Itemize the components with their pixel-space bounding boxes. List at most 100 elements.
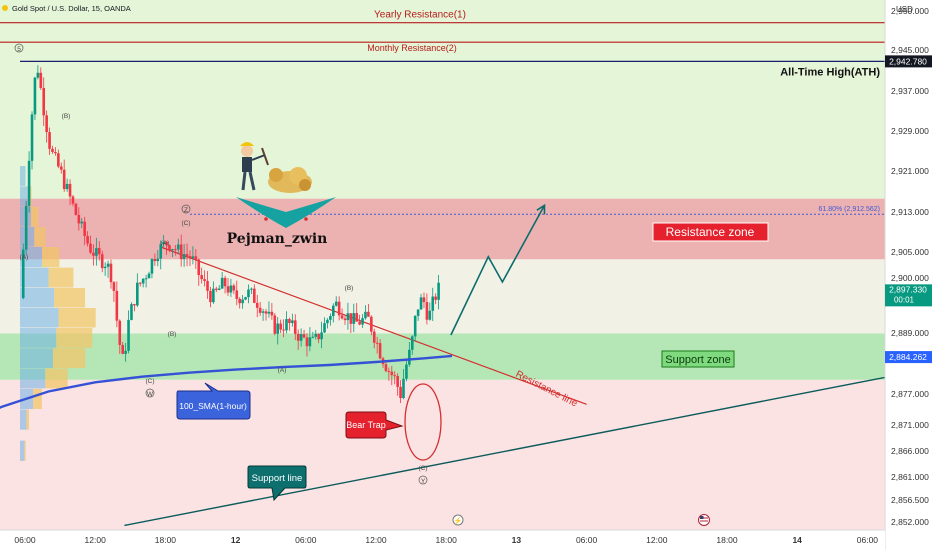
bear-trap-ellipse[interactable]: [404, 383, 442, 461]
candle-body: [337, 301, 341, 316]
candle-body: [80, 221, 84, 224]
candle-body: [127, 319, 130, 351]
candle-body: [174, 249, 177, 251]
support-price-text: 2,884.262: [889, 352, 927, 362]
volume-profile-bar: [20, 328, 57, 348]
candle-body: [355, 313, 358, 322]
elliott-label: (A): [161, 240, 170, 247]
candle-body: [171, 249, 174, 251]
support-zone-label[interactable]: Support zone: [661, 350, 735, 368]
candle-body: [375, 342, 379, 344]
candle-body: [244, 297, 247, 300]
candle-body: [214, 288, 218, 290]
resistance-trend-line[interactable]: [160, 246, 587, 405]
time-tick-label: 12: [231, 535, 241, 545]
candle-body: [308, 337, 312, 347]
volume-profile-bar: [20, 308, 59, 328]
candle-body: [296, 333, 300, 341]
candle-body: [288, 319, 291, 323]
price-axis[interactable]: [885, 0, 932, 550]
candle-body: [223, 277, 227, 287]
elliott-circle: [181, 204, 191, 214]
candle-body: [71, 196, 75, 204]
candle-body: [422, 297, 426, 303]
candle-body: [176, 244, 180, 250]
candle-body: [54, 152, 57, 154]
candle-body: [182, 254, 186, 260]
time-tick-label: 12:00: [85, 535, 107, 545]
candle-body: [188, 256, 192, 259]
support-line-callout[interactable]: Support line: [247, 465, 307, 502]
candle-body: [334, 301, 338, 306]
candle-body: [305, 337, 309, 347]
candle-body: [21, 249, 25, 298]
candle-body: [165, 242, 168, 246]
candle-body: [232, 285, 236, 291]
price-tick-label: 2,950.000: [891, 6, 929, 16]
candle-body: [323, 323, 326, 333]
candle-body: [100, 254, 104, 269]
svg-text:⚡: ⚡: [454, 516, 463, 525]
candle-body: [267, 311, 271, 314]
candle-body: [200, 275, 203, 280]
volume-profile-bar: [34, 227, 46, 247]
candle-body: [194, 256, 198, 260]
volume-profile-bar: [45, 368, 68, 389]
volume-profile-bar: [26, 409, 30, 430]
symbol-header[interactable]: Gold Spot / U.S. Dollar, 15, OANDA: [2, 4, 131, 13]
volume-profile-bar: [20, 267, 49, 288]
price-tick-label: 2,929.000: [891, 126, 929, 136]
economic-event-icon[interactable]: ⚡: [452, 514, 464, 526]
monthly-resistance-label: Monthly Resistance(2): [367, 43, 457, 53]
candle-body: [138, 282, 142, 284]
time-tick-label: 13: [512, 535, 522, 545]
candle-body: [162, 242, 165, 245]
candle-body: [238, 298, 241, 304]
candle-body: [434, 296, 437, 300]
currency-label: USD: [896, 5, 913, 14]
ath-price-text: 2,942.780: [889, 56, 927, 66]
sma-100-line[interactable]: [0, 354, 453, 428]
resistance-zone-label[interactable]: Resistance zone: [652, 222, 769, 242]
candle-body: [59, 166, 63, 170]
sma-callout[interactable]: 100_SMA(1-hour): [176, 382, 251, 420]
candle-body: [399, 386, 402, 399]
volume-profile-bar: [20, 368, 46, 389]
price-tick-label: 2,889.000: [891, 328, 929, 338]
candle-body: [121, 344, 124, 354]
candle-body: [408, 349, 411, 365]
projection-arrow[interactable]: [450, 204, 546, 336]
time-tick-label: 12:00: [646, 535, 668, 545]
time-axis[interactable]: [0, 530, 885, 550]
us-flag-event-icon[interactable]: [698, 514, 710, 526]
time-tick-label: 18:00: [155, 535, 177, 545]
neutral-zone-background: [0, 259, 885, 334]
candle-body: [92, 252, 95, 256]
volume-profile-bar: [20, 409, 27, 430]
candle-body: [387, 371, 391, 373]
candle-body: [340, 315, 344, 319]
candle-body: [136, 282, 139, 306]
candle-body: [258, 307, 262, 313]
projection-arrow-head: [536, 203, 546, 215]
price-tick-label: 2,921.000: [891, 166, 929, 176]
candle-body: [77, 214, 81, 224]
price-tick-label: 2,856.500: [891, 495, 929, 505]
support-trend-line[interactable]: [124, 357, 932, 527]
elliott-label: Z: [184, 207, 188, 214]
candle-body: [179, 244, 183, 260]
candle-body: [329, 316, 332, 320]
symbol-title: Gold Spot / U.S. Dollar, 15, OANDA: [12, 4, 131, 13]
bear-trap-callout[interactable]: Bear Trap: [345, 411, 404, 439]
time-tick-label: 14: [792, 535, 802, 545]
candle-body: [95, 248, 98, 256]
elliott-label: (A): [278, 367, 287, 374]
volume-profile-bar: [42, 247, 60, 268]
time-tick-label: 18:00: [716, 535, 738, 545]
candle-body: [57, 153, 60, 167]
candle-body: [130, 304, 133, 320]
price-tick-label: 2,861.000: [891, 472, 929, 482]
candle-body: [282, 329, 285, 331]
candle-body: [235, 290, 239, 299]
